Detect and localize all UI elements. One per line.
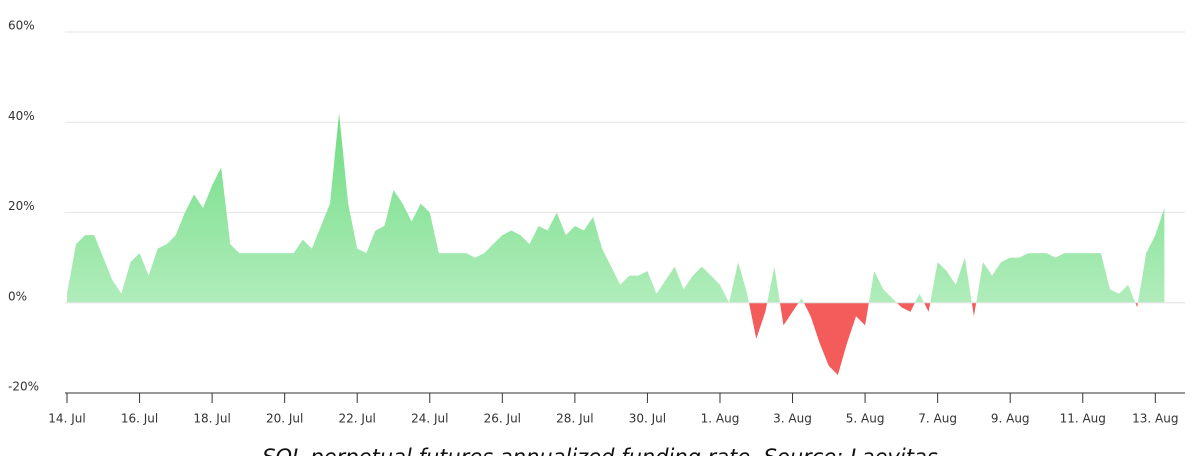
x-tick-label: 11. Aug <box>1060 412 1106 426</box>
x-tick-label: 28. Jul <box>556 412 593 426</box>
x-tick-label: 3. Aug <box>773 412 812 426</box>
x-tick-label: 16. Jul <box>121 412 158 426</box>
y-tick-label: 60% <box>8 19 35 33</box>
x-tick-label: 7. Aug <box>918 412 957 426</box>
y-tick-label: 40% <box>8 109 35 123</box>
x-tick-label: 30. Jul <box>629 412 666 426</box>
x-tick-label: 26. Jul <box>484 412 521 426</box>
positive-area <box>67 113 1165 303</box>
x-tick-label: 24. Jul <box>411 412 448 426</box>
x-tick-label: 22. Jul <box>339 412 376 426</box>
y-tick-label: 20% <box>8 199 35 213</box>
x-tick-label: 18. Jul <box>193 412 230 426</box>
x-tick-label: 20. Jul <box>266 412 303 426</box>
y-tick-label: 0% <box>8 289 27 303</box>
y-tick-label: -20% <box>8 380 39 394</box>
caption: SOL perpetual futures annualized funding… <box>262 445 938 456</box>
x-tick-label: 9. Aug <box>991 412 1030 426</box>
negative-area <box>67 302 1165 375</box>
x-tick-label: 5. Aug <box>846 412 885 426</box>
x-tick-label: 1. Aug <box>701 412 740 426</box>
x-tick-label: 14. Jul <box>48 412 85 426</box>
x-tick-label: 13. Aug <box>1132 412 1178 426</box>
